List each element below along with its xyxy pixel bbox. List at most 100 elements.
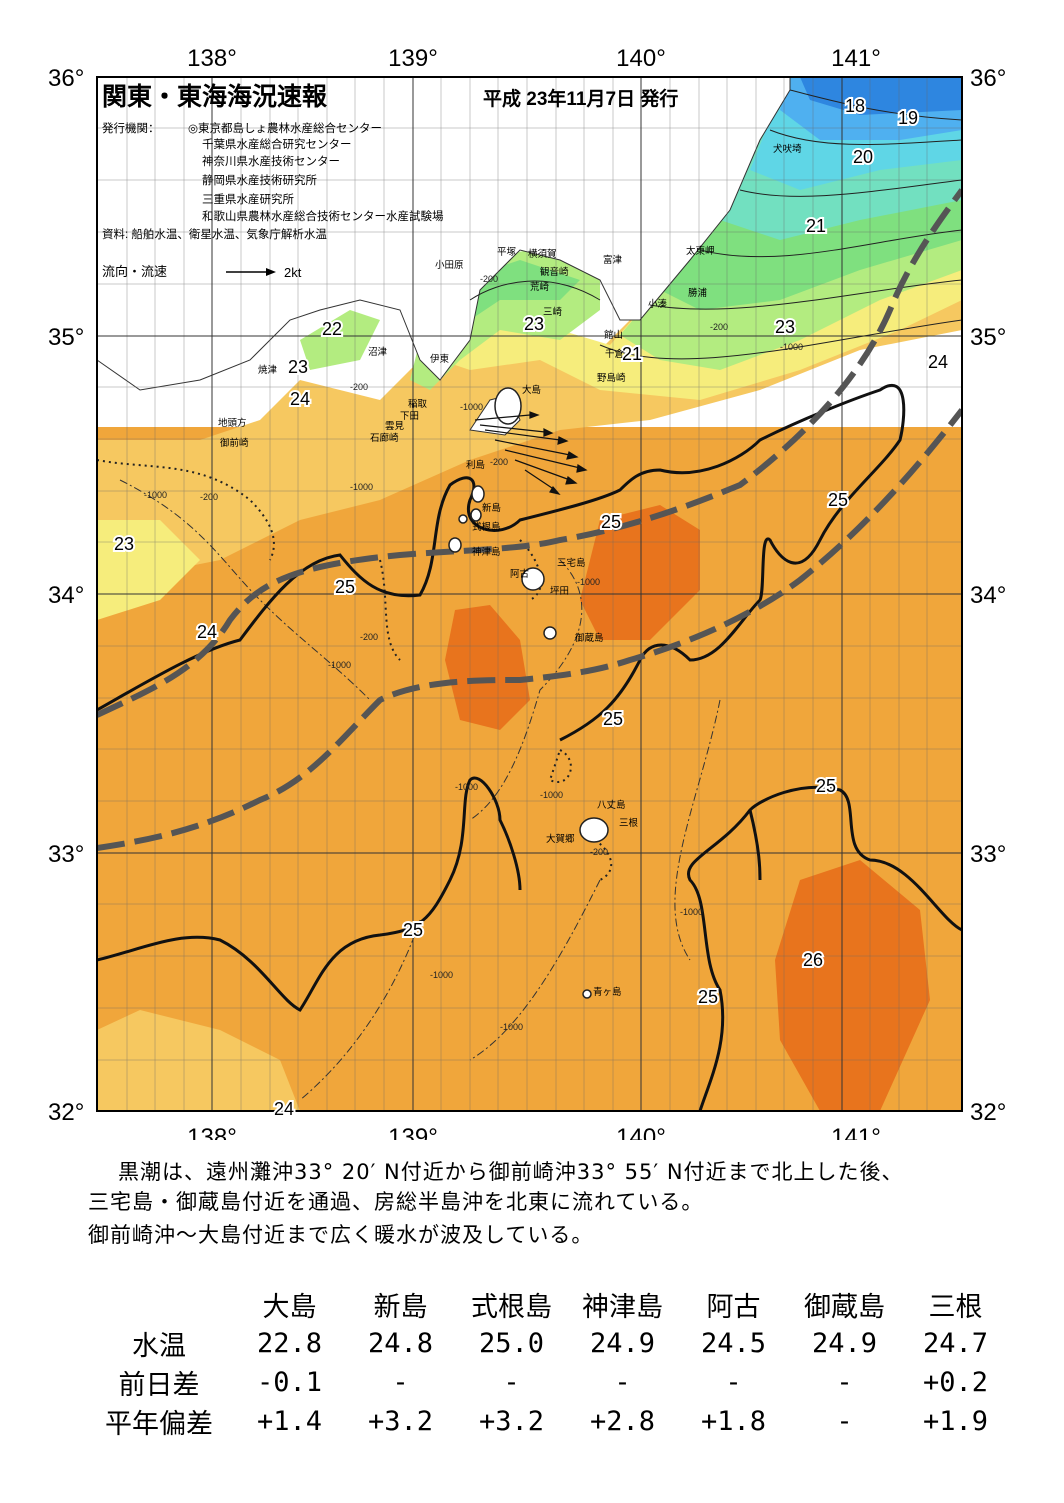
depth-label: -1000 [350, 482, 373, 492]
table-cell: +0.2 [922, 1367, 989, 1398]
isotherm-label: 23 [775, 317, 795, 337]
narrative-line: 御前崎沖～大島付近まで広く暖水が波及している。 [88, 1223, 594, 1247]
table-cell: +1.9 [922, 1406, 989, 1437]
table-cell: - [836, 1406, 853, 1437]
axis-labels: 138° 139° 140° 141° 138° 139° 140° 141° … [48, 45, 1006, 1140]
table-cell: 25.0 [478, 1328, 545, 1359]
place-name: 青ヶ島 [593, 986, 622, 998]
place-name: 利島 [466, 459, 485, 471]
table-cell: 24.7 [922, 1328, 989, 1359]
narrative-line: 黒潮は、遠州灘沖33° 20′ N付近から御前崎沖33° 55′ N付近まで北上… [118, 1160, 904, 1184]
isotherm-label: 26 [803, 950, 823, 970]
row-label: 水温 [132, 1331, 186, 1362]
place-name: 焼津 [258, 364, 278, 376]
place-name: 八丈島 [597, 799, 626, 811]
isotherm-label: 24 [290, 389, 310, 409]
map-title: 関東・東海海況速報 [102, 82, 328, 111]
depth-label: -200 [590, 847, 608, 857]
depth-label-group: -1000 -200 -1000 -200 -1000 -1000 -1000 … [144, 274, 803, 1032]
depth-label: -1000 [540, 790, 563, 800]
table-row: 水温 22.8 24.8 25.0 24.9 24.5 24.9 24.7 [84, 1324, 1011, 1363]
place-name: 館山 [604, 329, 623, 341]
lat-tick-right: 34° [970, 582, 1006, 609]
place-name: 坪田 [550, 585, 569, 597]
place-name: 三根 [619, 817, 639, 829]
isotherm-label: 24 [274, 1099, 294, 1119]
isotherm-label: 25 [335, 577, 355, 597]
table-header-row: 大島 新島 式根島 神津島 阿古 御蔵島 三根 [84, 1285, 1011, 1324]
place-name: 伊東 [430, 353, 450, 365]
place-name: 雲見 [385, 421, 405, 432]
lat-tick-right: 35° [970, 324, 1006, 351]
depth-label: -200 [710, 322, 728, 332]
table-cell: 22.8 [256, 1328, 323, 1359]
depth-label: -1000 [680, 907, 703, 917]
isotherm-label: 25 [816, 776, 836, 796]
lat-tick-left: 35° [48, 324, 84, 351]
table-cell: +1.4 [256, 1406, 323, 1437]
isotherm-label: 24 [928, 352, 948, 372]
place-name: 小田原 [435, 260, 464, 271]
table-cell: - [725, 1367, 742, 1398]
place-name: 阿古 [510, 568, 530, 580]
place-name: 地頭方 [218, 417, 247, 429]
place-name: 平塚 [497, 247, 517, 258]
map-header: 関東・東海海況速報 平成 23年11月7日 発行 発行機関： ◎東京都島しょ農林… [102, 82, 678, 280]
depth-label: -200 [200, 492, 218, 502]
publisher: 千葉県水産総合研究センター [202, 137, 352, 151]
lat-tick-right: 36° [970, 65, 1006, 92]
publisher: 和歌山県農林水産総合技術センター水産試験場 [202, 209, 444, 223]
isotherm-label: 19 [898, 108, 918, 128]
lon-tick-bottom: 140° [616, 1124, 666, 1140]
current-vectors [474, 411, 588, 495]
lat-tick-left: 34° [48, 582, 84, 609]
table-cell: - [614, 1367, 631, 1398]
depth-label: -200 [360, 632, 378, 642]
table-cell: - [503, 1367, 520, 1398]
place-name: 犬吠埼 [773, 143, 802, 155]
place-name: 野島崎 [597, 372, 626, 384]
station-name: 御蔵島 [804, 1292, 885, 1323]
sea-temperature-map: 138° 139° 140° 141° 138° 139° 140° 141° … [48, 45, 1006, 1140]
lat-tick-left: 32° [48, 1099, 84, 1126]
table-cell: +2.8 [589, 1406, 656, 1437]
isotherm-label-group: 18 19 20 21 21 22 23 23 23 23 24 24 24 2… [112, 94, 950, 1121]
depth-label: -200 [490, 457, 508, 467]
lon-tick-top: 139° [388, 45, 438, 72]
narrative-line: 三宅島・御蔵島付近を通過、房総半島沖を北東に流れている。 [88, 1190, 704, 1214]
isotherm-label: 20 [853, 147, 873, 167]
place-name: 式根島 [472, 521, 501, 533]
isotherm-label: 23 [288, 357, 308, 377]
place-name: 神津島 [472, 546, 501, 558]
table-cell: 24.8 [367, 1328, 434, 1359]
place-name: 荒崎 [530, 281, 550, 293]
place-name: 太東岬 [686, 245, 715, 257]
table-cell: 24.9 [811, 1328, 878, 1359]
table-row: 平年偏差 +1.4 +3.2 +3.2 +2.8 +1.8 - +1.9 [84, 1402, 1011, 1441]
isotherm-label: 25 [698, 987, 718, 1007]
station-temperature-table: 大島 新島 式根島 神津島 阿古 御蔵島 三根 水温 22.8 24.8 25.… [84, 1285, 1011, 1441]
table-cell: -0.1 [256, 1367, 323, 1398]
depth-contours [119, 479, 721, 1101]
isotherm-label: 25 [403, 920, 423, 940]
isotherm-25 [97, 383, 962, 1111]
lat-tick-left: 33° [48, 841, 84, 868]
place-name: 御前崎 [220, 437, 249, 449]
publisher-label: 発行機関： [102, 121, 160, 135]
station-name: 式根島 [471, 1292, 552, 1323]
islands [448, 387, 609, 999]
isotherm-label: 21 [806, 216, 826, 236]
place-name: 小湊 [648, 298, 668, 310]
table-cell: - [836, 1367, 853, 1398]
place-name: 勝浦 [688, 287, 708, 299]
depth-label: -1000 [460, 402, 483, 412]
publisher: 静岡県水産技術研究所 [202, 173, 317, 187]
table-cell: 24.9 [589, 1328, 656, 1359]
place-name: 大賀郷 [546, 833, 575, 845]
isotherm-label: 25 [828, 490, 848, 510]
station-name: 大島 [262, 1292, 317, 1323]
isotherm-label: 21 [622, 344, 642, 364]
place-name-group: 犬吠埼 太東岬 勝浦 小湊 富津 観音崎 横須賀 平塚 小田原 荒崎 三崎 館山… [218, 143, 802, 998]
place-name: 石廊崎 [370, 432, 399, 444]
station-name: 神津島 [582, 1292, 663, 1323]
